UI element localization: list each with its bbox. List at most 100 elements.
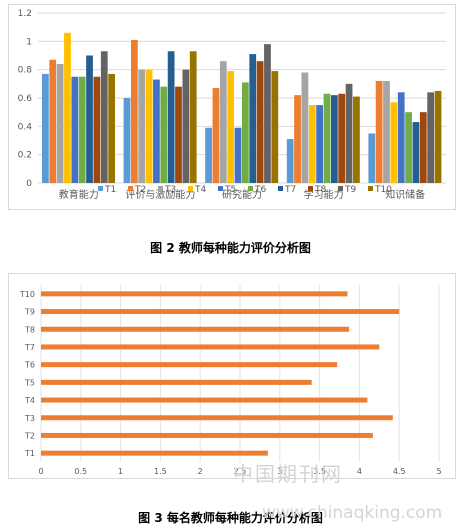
bar [41,432,373,438]
legend-label: T8 [314,185,326,195]
watermark-url: www.chinaqking.com [262,503,443,523]
x-category-label: 学习能力 [304,188,344,201]
x-category-label: 研究能力 [222,188,262,201]
bar [130,39,138,183]
legend-label: T10 [374,185,392,195]
x-category-label: 教育能力 [59,188,99,201]
bar [301,72,309,183]
legend-swatch [248,186,253,191]
bar [153,79,160,183]
y-category-label: T4 [24,396,35,405]
bar [294,95,301,183]
bar [345,83,353,183]
bar [205,127,212,183]
bar [160,86,168,183]
bar [41,450,268,456]
bar [308,105,316,183]
teacher-bar-chart: 0 0.5 1 1.5 2 2.5 3 3.5 4 4.5 5 T1 T2 T3 T4 T5 T6 T7 T8 T9 T… [8,273,456,479]
bar [234,127,242,183]
x-tick-label: 2 [198,467,203,476]
x-tick-label: 5 [436,467,441,476]
legend-swatch [188,186,193,191]
x-tick-label: 1 [118,467,123,476]
legend-swatch [218,186,223,191]
bar [338,93,346,183]
bar [212,88,220,183]
bar [405,112,412,183]
legend-swatch [278,186,283,191]
y-category-label: T10 [19,290,35,299]
bar [286,139,294,183]
bar [219,61,227,183]
y-tick-label: 1 [26,37,32,47]
bar [375,81,383,183]
x-tick-label: 0.5 [74,467,87,476]
bar [123,98,131,183]
legend-swatch [338,186,343,191]
y-tick-label: 0.6 [18,94,33,104]
bar [189,51,197,183]
bar [412,122,420,183]
y-tick-label: 0.2 [18,151,32,161]
ability-bar-chart: 0 0.2 0.4 0.6 0.8 1 1.2 教育能力 评价与激励能力 研究能力 学习能力 知识储备… [8,4,456,210]
y-category-label: T3 [24,414,35,423]
y-category-label: T8 [24,325,35,334]
legend-swatch [128,186,133,191]
legend-swatch [368,186,373,191]
bar [330,95,338,183]
y-tick-label: 0.4 [18,122,33,132]
legend-label: T7 [284,185,296,195]
bar [138,69,146,183]
chart-border [8,273,456,479]
bar [41,415,393,421]
x-tick-label: 3.5 [313,467,326,476]
y-category-label: T5 [24,378,35,387]
bar [100,51,108,183]
bar [42,73,49,183]
bar [41,309,400,315]
x-tick-label: 2.5 [234,467,247,476]
bar [41,344,380,350]
bar [434,90,442,183]
x-tick-label: 3 [277,467,282,476]
legend-label: T3 [164,185,176,195]
legend-label: T4 [194,185,206,195]
legend-label: T1 [104,185,116,195]
watermark-text: 中国期刊网 [233,462,343,486]
bar [41,326,350,332]
bar [264,44,271,183]
bar [41,362,338,368]
legend-swatch [308,186,313,191]
bar [64,32,71,183]
bar [56,64,64,183]
bar [41,397,368,403]
legend-swatch [158,186,163,191]
bar [227,71,235,183]
ability-chart-frame: 0 0.2 0.4 0.6 0.8 1 1.2 教育能力 评价与激励能力 研究能力 学习能力 知识储备… [8,4,456,210]
bar [353,96,360,183]
bar [167,51,175,183]
bar [93,76,101,183]
bar [41,379,312,385]
y-tick-label: 1.2 [18,9,32,19]
bar [256,61,264,183]
x-tick-label: 4.5 [393,467,406,476]
y-category-label: T1 [24,449,35,458]
y-category-label: T9 [24,308,35,317]
y-category-label: T6 [24,361,35,370]
bar [427,92,435,183]
bar [383,81,390,183]
bar [249,54,257,184]
y-category-label: T7 [24,343,35,352]
bar [271,71,279,183]
legend-label: T2 [134,185,146,195]
y-tick-label: 0.8 [18,66,33,76]
legend-label: T6 [254,185,266,195]
bar [397,92,405,183]
y-tick-label: 0 [26,179,32,189]
bar [86,55,93,183]
bar [78,76,86,183]
x-category-label: 评价与激励能力 [125,188,195,201]
bar [145,69,153,183]
figure2-caption: 图 2 教师每种能力评价分析图 [150,241,311,255]
